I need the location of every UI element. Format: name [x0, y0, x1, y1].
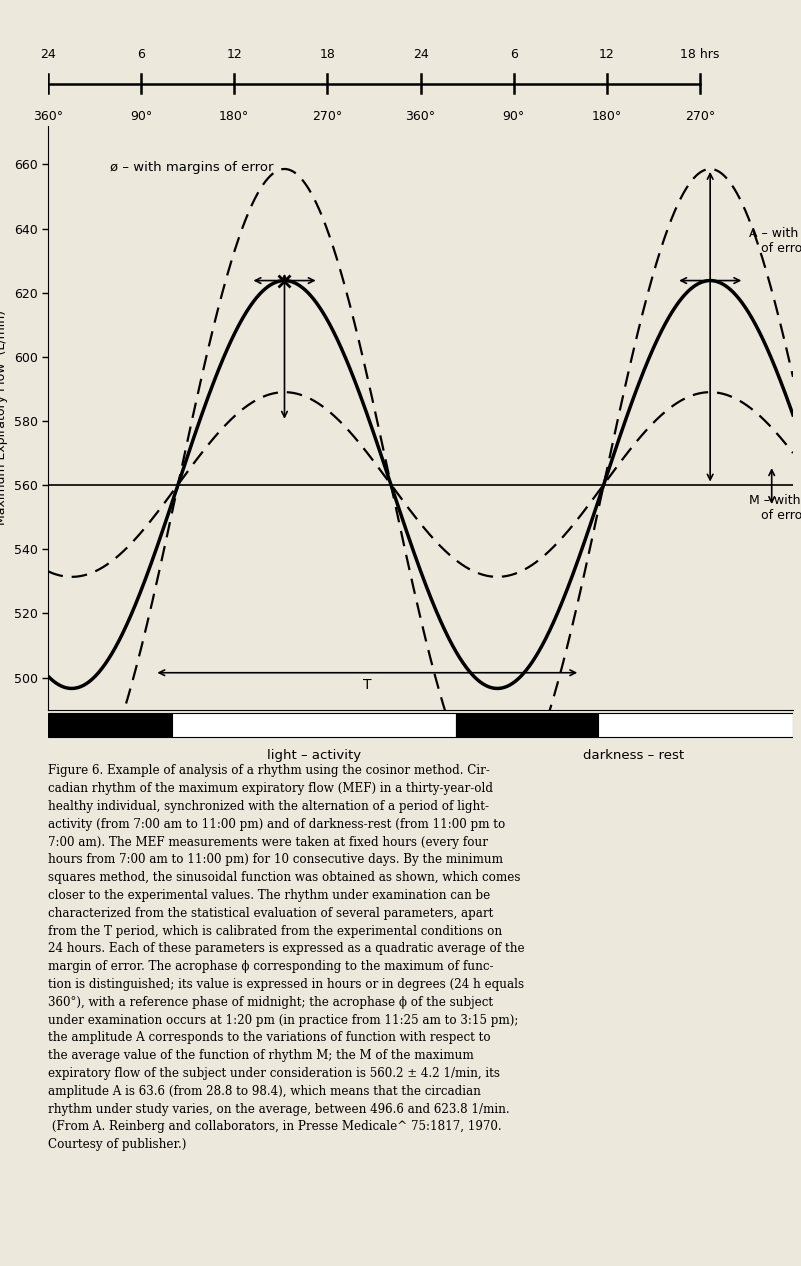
Text: 6: 6 — [137, 48, 145, 61]
Bar — [456, 713, 598, 737]
Text: ø – with margins of error: ø – with margins of error — [110, 161, 274, 173]
Text: 180°: 180° — [592, 110, 622, 123]
Y-axis label: Maximum Expiratory Flow  (L/min): Maximum Expiratory Flow (L/min) — [0, 310, 8, 525]
Text: Figure 6. Example of analysis of a rhythm using the cosinor method. Cir-
cadian : Figure 6. Example of analysis of a rhyth… — [48, 765, 525, 1151]
Text: 18 hrs: 18 hrs — [680, 48, 719, 61]
Text: A – with margins
   of error: A – with margins of error — [749, 228, 801, 256]
Bar — [48, 713, 172, 737]
Text: 24: 24 — [40, 48, 56, 61]
Text: 12: 12 — [599, 48, 614, 61]
Text: 24: 24 — [413, 48, 429, 61]
Text: 18: 18 — [320, 48, 336, 61]
Bar — [172, 713, 456, 737]
Text: M – with margins
   of error: M – with margins of error — [749, 494, 801, 522]
Text: 12: 12 — [227, 48, 242, 61]
Text: light – activity: light – activity — [267, 749, 361, 762]
Text: 90°: 90° — [130, 110, 152, 123]
Text: T: T — [363, 677, 372, 691]
Text: 6: 6 — [509, 48, 517, 61]
Bar — [598, 713, 793, 737]
Text: 360°: 360° — [405, 110, 436, 123]
Text: darkness – rest: darkness – rest — [583, 749, 684, 762]
Text: 270°: 270° — [685, 110, 715, 123]
Text: 360°: 360° — [33, 110, 63, 123]
Text: 180°: 180° — [219, 110, 249, 123]
Text: 90°: 90° — [502, 110, 525, 123]
Text: 270°: 270° — [312, 110, 343, 123]
